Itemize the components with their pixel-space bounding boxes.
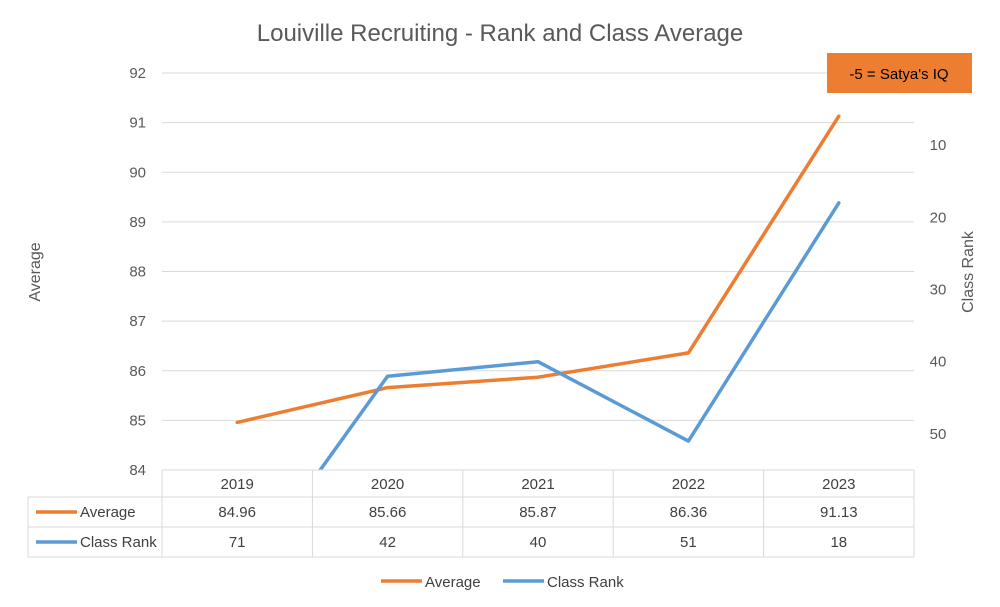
left-tick-label: 85: [129, 412, 146, 429]
table-cell: 40: [530, 534, 547, 551]
series-line-class-rank: [318, 201, 841, 470]
table-cell: 86.36: [670, 504, 708, 521]
table-cell: 51: [680, 534, 697, 551]
annotation-text: -5 = Satya's IQ: [849, 66, 948, 83]
annotation-box: -5 = Satya's IQ: [827, 53, 972, 93]
legend-label: Class Rank: [547, 574, 624, 591]
category-label: 2019: [221, 476, 254, 493]
left-tick-label: 86: [129, 363, 146, 380]
category-label: 2021: [521, 476, 554, 493]
table-cell: 42: [379, 534, 396, 551]
table-cell: 18: [830, 534, 847, 551]
left-tick-label: 88: [129, 264, 146, 281]
right-tick-label: 40: [930, 354, 947, 371]
left-tick-label: 91: [129, 115, 146, 132]
category-label: 2022: [672, 476, 705, 493]
left-tick-label: 87: [129, 313, 146, 330]
table-cell: 85.87: [519, 504, 557, 521]
category-label: 2020: [371, 476, 404, 493]
left-axis-ticks: 84 85 86 87 88 89 90 91 92: [129, 65, 146, 479]
table-cell: 71: [229, 534, 246, 551]
legend: Average Class Rank: [381, 574, 624, 591]
legend-label: Average: [425, 574, 481, 591]
category-label: 2023: [822, 476, 855, 493]
annotation-background: [827, 53, 972, 93]
table-cell: 85.66: [369, 504, 407, 521]
gridlines: [162, 72, 914, 471]
chart-title: Louiville Recruiting - Rank and Class Av…: [257, 20, 743, 47]
right-tick-label: 10: [930, 137, 947, 154]
data-table: 2019 2020 2021 2022 2023 Average 84.96 85.66 85.…: [27, 469, 915, 558]
row-series-name: Average: [80, 504, 136, 521]
table-cell: 91.13: [820, 504, 858, 521]
right-tick-label: 50: [930, 426, 947, 443]
right-axis-ticks: 10 20 30 40 50: [930, 137, 947, 443]
left-tick-label: 92: [129, 65, 146, 82]
series-lines: [235, 114, 841, 470]
left-tick-label: 84: [129, 462, 146, 479]
row-series-name: Class Rank: [80, 534, 157, 551]
right-tick-label: 20: [930, 209, 947, 226]
right-axis-title: Class Rank: [960, 230, 977, 313]
right-tick-label: 30: [930, 282, 947, 299]
table-cell: 84.96: [218, 504, 256, 521]
series-line-average: [235, 114, 841, 425]
left-axis-title: Average: [27, 242, 44, 301]
left-tick-label: 89: [129, 214, 146, 231]
left-tick-label: 90: [129, 164, 146, 181]
